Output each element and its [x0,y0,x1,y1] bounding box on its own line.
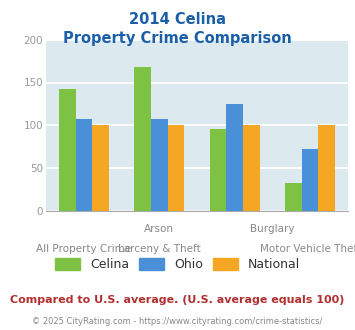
Text: Compared to U.S. average. (U.S. average equals 100): Compared to U.S. average. (U.S. average … [10,295,345,305]
Bar [59,88,76,211]
Text: Larceny & Theft: Larceny & Theft [118,244,201,254]
Bar [168,125,184,211]
Bar [210,129,226,211]
Text: Property Crime Comparison: Property Crime Comparison [63,31,292,46]
Bar [135,67,151,211]
Text: All Property Crime: All Property Crime [36,244,131,254]
Text: Arson: Arson [144,224,174,234]
Bar [302,148,318,211]
Text: © 2025 CityRating.com - https://www.cityrating.com/crime-statistics/: © 2025 CityRating.com - https://www.city… [32,317,323,326]
Bar [92,125,109,211]
Bar [318,125,335,211]
Bar [285,183,302,211]
Text: Motor Vehicle Theft: Motor Vehicle Theft [260,244,355,254]
Text: Burglary: Burglary [250,224,295,234]
Bar [76,119,92,211]
Bar [226,104,243,211]
Legend: Celina, Ohio, National: Celina, Ohio, National [51,254,304,275]
Bar [151,119,168,211]
Text: 2014 Celina: 2014 Celina [129,12,226,26]
Bar [243,125,260,211]
